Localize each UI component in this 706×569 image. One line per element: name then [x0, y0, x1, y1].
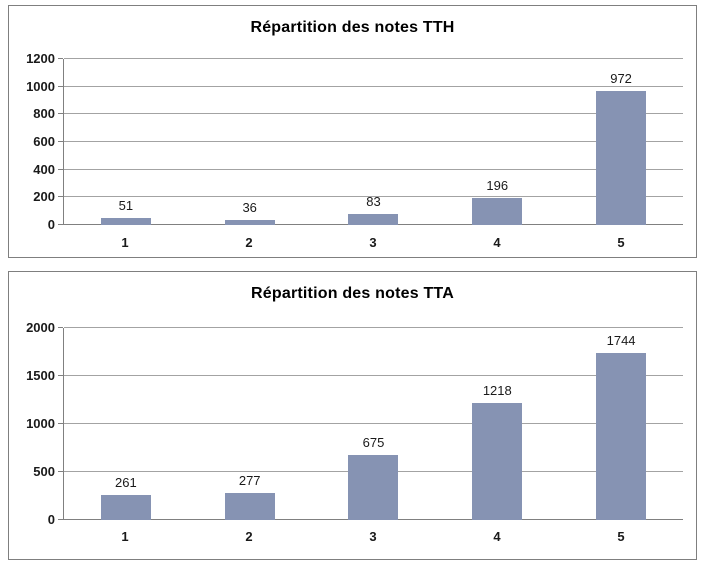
x-axis-labels-tta: 1 2 3 4 5 [63, 529, 683, 544]
bar-category-4 [472, 403, 523, 520]
x-axis-category-label: 2 [245, 235, 253, 250]
y-axis-tick [58, 224, 63, 225]
chart-card-tta: Répartition des notes TTA 0 500 1000 1500 20… [8, 271, 697, 560]
bar-value-label: 83 [366, 193, 381, 209]
x-axis-category-label: 4 [493, 529, 501, 544]
bar-category-2 [224, 220, 275, 225]
bar-series: 261 277 675 1218 1744 [64, 328, 683, 520]
bar-value-label: 51 [118, 197, 134, 213]
x-axis-labels-tth: 1 2 3 4 5 [63, 235, 683, 250]
gridline [64, 168, 683, 170]
y-axis-tick-label: 2000 [26, 320, 55, 335]
bar-category-1 [100, 494, 151, 520]
chart-title-tth: Répartition des notes TTH [250, 19, 455, 36]
y-axis-tick [58, 471, 63, 472]
bar-value-label: 675 [362, 435, 385, 451]
y-axis-tick-label: 400 [33, 161, 55, 177]
bar-value-label: 277 [238, 473, 261, 489]
bar-value-label: 1744 [606, 332, 636, 348]
x-axis-category-label: 2 [245, 529, 253, 544]
y-axis-tick-label: 0 [47, 217, 55, 232]
gridline [64, 141, 683, 142]
bar-category-5 [596, 352, 647, 520]
x-axis-category-label: 4 [493, 235, 501, 250]
gridline [64, 58, 683, 59]
y-axis-tick [58, 196, 63, 198]
y-axis-tick [58, 375, 63, 376]
y-axis-tick-label: 800 [33, 106, 55, 122]
bar-category-3 [348, 455, 399, 520]
y-axis-tick [58, 423, 63, 424]
bar-slot-1: 51 [64, 59, 188, 225]
x-axis-category-label: 3 [369, 235, 377, 250]
y-axis-tick-label: 1000 [26, 416, 55, 431]
y-axis-tick-label: 0 [47, 512, 55, 527]
bar-value-label: 972 [610, 70, 632, 86]
bar-value-label: 261 [115, 474, 137, 490]
y-axis-tick [58, 168, 63, 170]
bar-value-label: 196 [486, 177, 509, 193]
y-axis-tick-label: 600 [33, 134, 55, 149]
x-axis-category-label: 1 [121, 235, 129, 250]
y-axis-tick-label: 500 [33, 464, 55, 479]
bar-category-5 [596, 90, 647, 225]
x-axis-category-label: 3 [369, 529, 377, 544]
y-axis-tick-label: 1200 [26, 51, 55, 66]
y-axis-tick-label: 200 [33, 189, 55, 205]
bar-slot-5: 1744 [559, 328, 683, 520]
plot-area-tta: 0 500 1000 1500 2000 261 277 675 1218 1744 [26, 321, 683, 527]
bar-category-1 [100, 217, 151, 225]
bar-slot-3: 83 [312, 59, 436, 225]
gridline [64, 375, 683, 376]
y-axis-tick [58, 113, 63, 115]
gridline [64, 327, 683, 328]
bar-series: 51 36 83 196 972 [64, 59, 683, 225]
x-axis-category-label: 1 [121, 529, 129, 544]
y-axis-tick [58, 141, 63, 142]
bar-slot-4: 1218 [435, 328, 559, 520]
gridline [64, 423, 683, 424]
bar-category-3 [348, 213, 399, 225]
bar-slot-2: 36 [188, 59, 312, 225]
x-axis-category-label: 5 [617, 529, 625, 544]
gridline [64, 85, 683, 87]
x-axis-category-label: 5 [617, 235, 625, 250]
bar-slot-3: 675 [312, 328, 436, 520]
bar-slot-1: 261 [64, 328, 188, 520]
plot-area-tth: 0 200 400 600 800 1000 1200 51 36 83 196 972 [26, 52, 683, 232]
bar-value-label: 36 [242, 200, 257, 216]
bar-value-label: 1218 [482, 383, 512, 399]
gridline [64, 113, 683, 115]
bar-slot-2: 277 [188, 328, 312, 520]
y-axis-tick [58, 327, 63, 328]
bar-category-4 [472, 197, 523, 225]
bar-category-2 [224, 493, 275, 520]
y-axis-tick [58, 519, 63, 520]
y-axis-tick-label: 1500 [26, 368, 55, 383]
y-axis-tick-label: 1000 [26, 78, 55, 94]
gridline [64, 196, 683, 198]
chart-card-tth: Répartition des notes TTH 0 200 400 600 800 1… [8, 5, 697, 258]
y-axis-tick [58, 85, 63, 87]
bar-slot-5: 972 [559, 59, 683, 225]
y-axis-tick [58, 58, 63, 59]
bar-slot-4: 196 [435, 59, 559, 225]
chart-title-tta: Répartition des notes TTA [251, 285, 454, 302]
